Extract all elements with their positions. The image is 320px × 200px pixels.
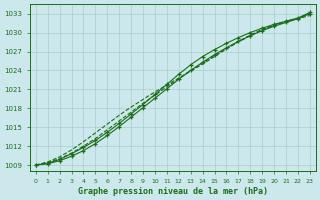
X-axis label: Graphe pression niveau de la mer (hPa): Graphe pression niveau de la mer (hPa) <box>78 187 268 196</box>
